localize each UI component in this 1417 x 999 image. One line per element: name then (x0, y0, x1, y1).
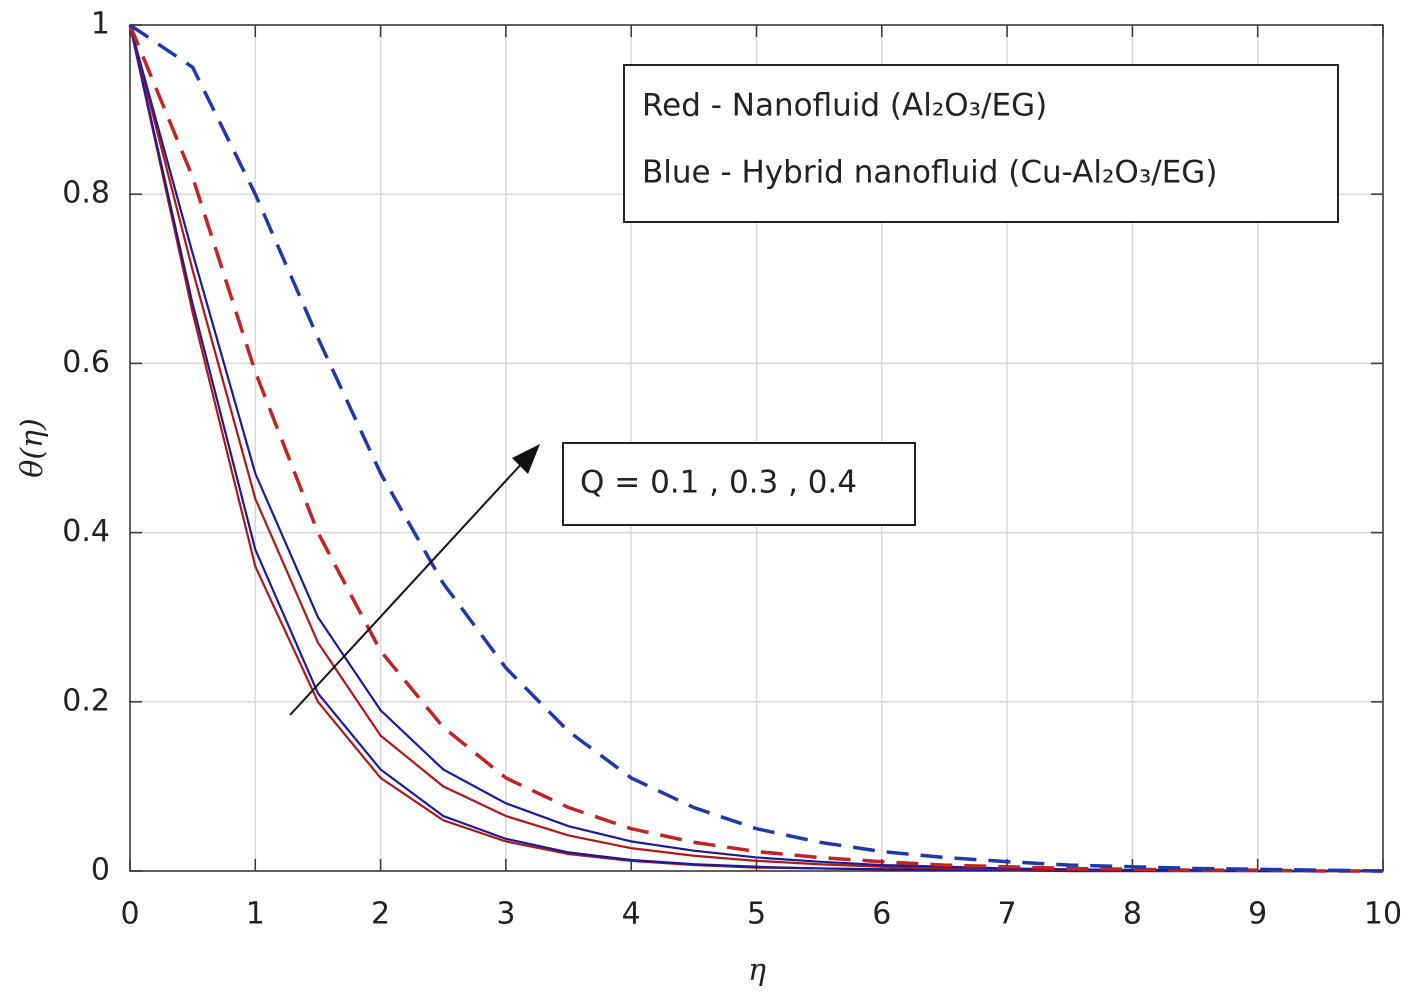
x-tick-label: 9 (1248, 897, 1267, 932)
x-tick-label: 7 (998, 897, 1017, 932)
x-tick-label: 6 (872, 897, 891, 932)
y-tick-label: 0 (91, 853, 110, 888)
x-tick-label: 2 (371, 897, 390, 932)
y-tick-label: 0.4 (62, 514, 110, 549)
x-tick-label: 1 (246, 897, 265, 932)
y-axis-label: θ(η) (15, 418, 50, 477)
x-tick-label: 5 (747, 897, 766, 932)
legend-box (623, 64, 1339, 223)
x-tick-label: 3 (496, 897, 515, 932)
arrow-head (512, 444, 540, 474)
x-axis-label: η (748, 953, 766, 988)
data-line (129, 23, 1384, 873)
annotation: Q = 0.1 , 0.3 , 0.4 (580, 465, 857, 501)
y-tick-label: 0.8 (62, 176, 110, 211)
annotation: Red - Nanofluid (Al₂O₃/EG) (642, 88, 1047, 124)
x-tick-label: 8 (1123, 897, 1142, 932)
x-tick-label: 4 (622, 897, 641, 932)
y-tick-label: 0.6 (62, 345, 110, 380)
arrow-line (289, 459, 526, 716)
plot-frame (129, 24, 1384, 872)
x-tick-label: 0 (120, 897, 139, 932)
y-tick-label: 0.2 (62, 683, 110, 718)
data-line (128, 24, 1383, 873)
annotation: Blue - Hybrid nanofluid (Cu-Al₂O₃/EG) (642, 155, 1217, 191)
annotation-box (562, 442, 916, 526)
x-tick-label: 10 (1364, 897, 1402, 932)
y-tick-label: 1 (91, 7, 110, 42)
